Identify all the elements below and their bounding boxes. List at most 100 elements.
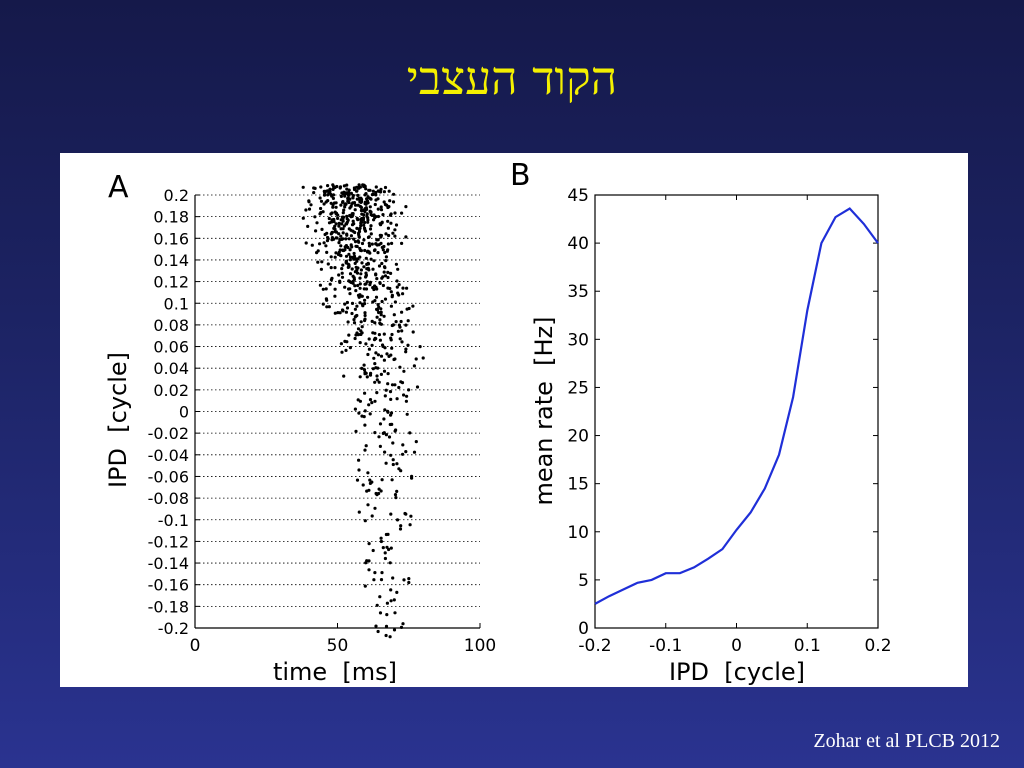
spike-point [356, 239, 360, 243]
spike-point [371, 367, 375, 371]
spike-point [347, 265, 351, 269]
spike-point [381, 431, 385, 435]
spike-point [396, 329, 400, 333]
spike-point [353, 307, 357, 311]
panel-a-ytick-label: -0.08 [148, 489, 189, 508]
spike-point [379, 372, 383, 376]
spike-point [343, 194, 347, 198]
spike-point [373, 336, 377, 340]
spike-point [341, 263, 345, 267]
spike-point [358, 341, 362, 345]
spike-point [386, 409, 390, 413]
panel-a-xtick-label: 0 [190, 636, 201, 656]
spike-point [394, 496, 398, 500]
spike-point [372, 578, 376, 582]
spike-point [349, 280, 353, 285]
spike-point [362, 223, 366, 227]
spike-point [401, 443, 405, 447]
spike-point [359, 224, 363, 228]
spike-point [412, 450, 417, 454]
spike-point [379, 205, 383, 209]
spike-point [357, 197, 361, 201]
spike-point [384, 461, 388, 465]
spike-point [340, 275, 345, 279]
spike-point [345, 214, 349, 218]
spike-point [337, 241, 341, 245]
spike-point [400, 329, 404, 333]
spike-point [374, 351, 378, 355]
spike-point [346, 196, 350, 200]
spike-point [363, 313, 367, 318]
spike-point [344, 310, 348, 314]
spike-point [358, 276, 362, 280]
spike-point [372, 356, 376, 360]
spike-point [343, 245, 347, 249]
spike-point [309, 203, 313, 207]
spike-point [389, 546, 393, 550]
panel-a-label: A [108, 170, 129, 205]
spike-point [391, 231, 395, 235]
spike-point [368, 412, 372, 416]
spike-point [381, 546, 385, 550]
spike-point [318, 196, 322, 200]
spike-point [367, 542, 371, 546]
spike-point [379, 539, 383, 544]
panel-a-ytick-label: 0.18 [153, 208, 189, 227]
spike-point [386, 226, 390, 230]
panel-b-yticks: 0 5 10 15 20 25 30 35 40 45 [567, 186, 878, 639]
spike-point [344, 259, 348, 263]
spike-point [371, 548, 375, 553]
spike-point [397, 293, 401, 297]
panel-b-ytick-label: 10 [567, 523, 589, 543]
spike-point [389, 599, 393, 603]
spike-point [349, 228, 353, 232]
spike-point [375, 307, 379, 311]
spike-point [335, 236, 339, 240]
spike-point [345, 232, 349, 236]
spike-point [384, 388, 388, 392]
spike-point [408, 523, 412, 527]
spike-point [352, 237, 356, 241]
spike-point [374, 366, 378, 370]
spike-point [363, 423, 367, 427]
spike-point [345, 217, 349, 221]
spike-point [384, 624, 389, 628]
spike-point [369, 224, 373, 228]
spike-point [388, 635, 392, 639]
spike-point [346, 320, 350, 324]
citation: Zohar et al PLCB 2012 [813, 730, 1000, 752]
spike-point [357, 411, 361, 415]
spike-point [301, 185, 305, 189]
spike-point [372, 287, 376, 292]
spike-point [367, 347, 371, 351]
panel-b-rate-line [594, 207, 879, 605]
spike-point [386, 275, 390, 280]
spike-point [324, 297, 328, 301]
spike-point [318, 242, 322, 246]
spike-point [373, 380, 377, 384]
spike-point [350, 301, 355, 305]
spike-point [351, 212, 355, 216]
spike-point [352, 251, 356, 256]
spike-point [365, 212, 369, 216]
spike-point [389, 588, 393, 592]
panel-a-ytick-label: -0.04 [148, 446, 189, 465]
panel-a-ytick-label: -0.1 [158, 511, 189, 530]
spike-point [381, 248, 385, 252]
spike-point [400, 381, 405, 385]
spike-point [373, 202, 377, 207]
spike-point [393, 300, 397, 304]
spike-point [391, 576, 395, 580]
spike-point [365, 262, 369, 266]
spike-point [394, 428, 398, 432]
spike-point [340, 271, 344, 275]
spike-point [381, 283, 385, 288]
spike-point [307, 200, 311, 204]
spike-point [360, 241, 365, 246]
spike-point [354, 289, 358, 293]
spike-point [355, 478, 360, 482]
spike-point [362, 363, 366, 367]
spike-point [383, 185, 388, 190]
spike-point [393, 611, 397, 615]
spike-point [307, 207, 312, 211]
